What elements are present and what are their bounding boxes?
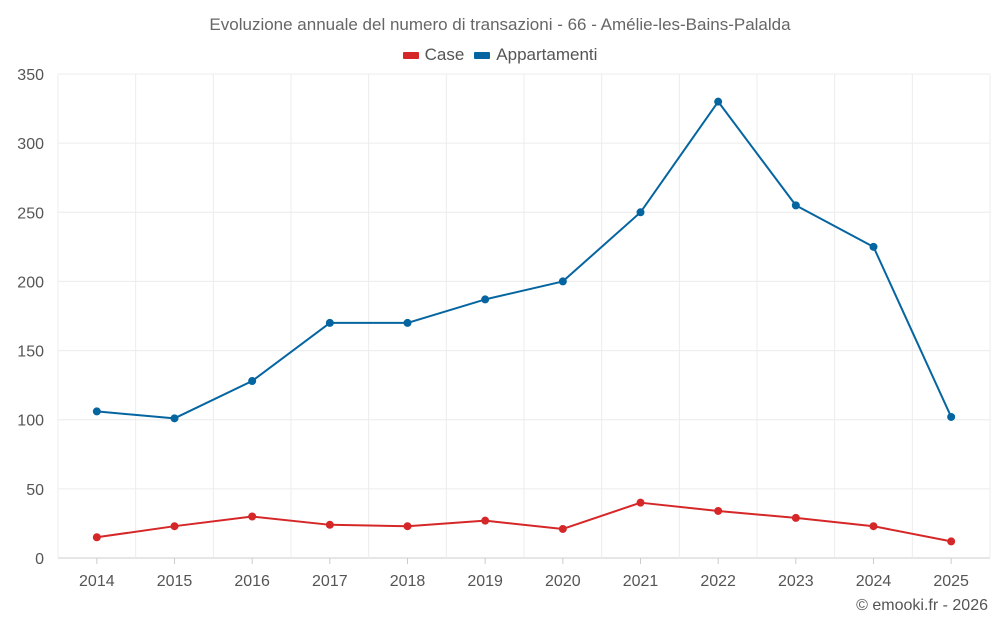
x-tick-label: 2016 bbox=[234, 573, 270, 590]
data-point-case bbox=[791, 513, 800, 522]
series-line-case bbox=[96, 501, 952, 543]
data-point-case bbox=[170, 522, 179, 531]
x-tick-label: 2023 bbox=[778, 573, 814, 590]
data-point-case bbox=[636, 498, 645, 507]
legend-swatch-case bbox=[402, 51, 419, 59]
y-tick-label: 0 bbox=[35, 551, 44, 568]
legend-label-appartamenti: Appartamenti bbox=[496, 45, 598, 64]
y-tick-label: 300 bbox=[17, 136, 44, 153]
x-tick-label: 2022 bbox=[700, 573, 736, 590]
chart-legend: Case Appartamenti bbox=[0, 45, 1000, 65]
y-tick-label: 200 bbox=[17, 274, 44, 291]
data-point-appartamenti bbox=[791, 201, 800, 210]
y-tick-label: 350 bbox=[17, 67, 44, 84]
credit-text: © emooki.fr - 2026 bbox=[856, 597, 988, 614]
legend-swatch-appartamenti bbox=[474, 51, 491, 59]
data-point-appartamenti bbox=[869, 242, 878, 251]
data-point-appartamenti bbox=[248, 376, 257, 385]
legend-item-appartamenti[interactable]: Appartamenti bbox=[474, 45, 597, 65]
data-point-case bbox=[481, 516, 490, 525]
data-point-case bbox=[869, 522, 878, 531]
x-tick-label: 2025 bbox=[933, 573, 969, 590]
series-line-appartamenti bbox=[96, 100, 953, 420]
data-point-appartamenti bbox=[325, 318, 334, 327]
y-tick-label: 150 bbox=[17, 344, 44, 361]
x-tick-label: 2020 bbox=[545, 573, 581, 590]
x-tick-label: 2019 bbox=[467, 573, 503, 590]
y-tick-label: 250 bbox=[17, 205, 44, 222]
x-tick-label: 2017 bbox=[312, 573, 348, 590]
data-point-appartamenti bbox=[481, 295, 490, 304]
data-point-appartamenti bbox=[714, 97, 723, 106]
legend-item-case[interactable]: Case bbox=[402, 45, 465, 65]
x-tick-label: 2021 bbox=[623, 573, 659, 590]
data-point-appartamenti bbox=[403, 318, 412, 327]
y-tick-label: 50 bbox=[26, 482, 44, 499]
legend-label-case: Case bbox=[424, 45, 465, 64]
data-point-case bbox=[558, 524, 567, 533]
data-point-case bbox=[403, 522, 412, 531]
data-point-appartamenti bbox=[170, 414, 179, 423]
data-point-case bbox=[92, 533, 101, 542]
data-point-case bbox=[714, 506, 723, 515]
data-point-appartamenti bbox=[636, 208, 645, 217]
x-tick-label: 2018 bbox=[390, 573, 426, 590]
data-point-appartamenti bbox=[92, 407, 101, 416]
data-point-case bbox=[248, 512, 257, 521]
chart-title: Evoluzione annuale del numero di transaz… bbox=[209, 15, 791, 34]
data-point-appartamenti bbox=[947, 412, 956, 421]
data-point-case bbox=[947, 537, 956, 546]
x-tick-label: 2014 bbox=[79, 573, 115, 590]
x-tick-label: 2024 bbox=[856, 573, 892, 590]
x-tick-label: 2015 bbox=[157, 573, 193, 590]
data-point-case bbox=[325, 520, 334, 529]
y-tick-label: 100 bbox=[17, 413, 44, 430]
data-point-appartamenti bbox=[558, 277, 567, 286]
